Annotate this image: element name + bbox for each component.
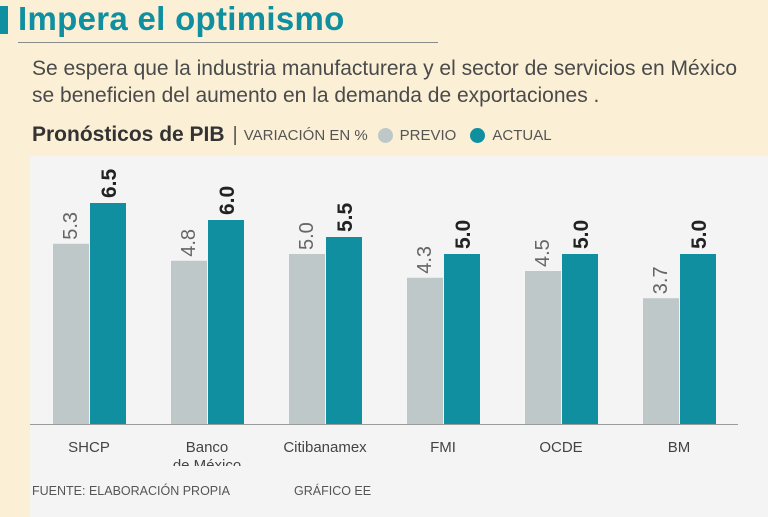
chart-header: Pronósticos de PIB | VARIACIÓN EN % PREV…	[32, 122, 566, 148]
legend-label-previo: PREVIO	[399, 126, 457, 144]
units-label: VARIACIÓN EN %	[243, 126, 368, 144]
x-tick-label: de México	[173, 457, 241, 466]
bar-previo	[407, 277, 443, 424]
chart-panel: 5.3 6.5 SHCP 4.8 6.0 Banco de México 5.0 5.5 Citi…	[30, 156, 768, 517]
legend-item-actual: ACTUAL	[470, 126, 552, 144]
chart-title: Pronósticos de PIB	[32, 123, 225, 146]
header-separator: |	[232, 123, 238, 146]
title-divider	[18, 42, 438, 43]
data-label-previo: 4.8	[178, 229, 200, 257]
data-label-actual: 5.0	[688, 220, 711, 249]
bar-actual	[90, 203, 126, 424]
data-label-previo: 4.3	[414, 246, 436, 274]
credit-note: GRÁFICO EE	[294, 484, 372, 498]
legend-swatch-actual	[470, 127, 486, 143]
bar-actual	[444, 254, 480, 424]
legend-swatch-previo	[377, 127, 393, 143]
bar-previo	[525, 271, 561, 424]
data-label-previo: 5.3	[60, 212, 82, 240]
title-accent-bar	[0, 6, 8, 34]
bar-actual	[208, 220, 244, 424]
data-label-actual: 6.0	[216, 186, 239, 215]
bar-previo	[643, 298, 679, 424]
x-tick-label: Banco	[186, 439, 229, 456]
data-label-actual: 5.0	[452, 220, 475, 249]
x-tick-label: FMI	[430, 439, 456, 456]
bar-actual	[562, 254, 598, 424]
x-tick-label: SHCP	[68, 439, 110, 456]
x-tick-label: OCDE	[539, 439, 582, 456]
data-label-previo: 5.0	[296, 222, 318, 250]
x-tick-label: BM	[668, 439, 691, 456]
data-label-actual: 5.5	[334, 202, 357, 232]
page-subtitle: Se espera que la industria manufacturera…	[32, 57, 738, 107]
data-label-actual: 6.5	[98, 168, 121, 198]
legend-label-actual: ACTUAL	[492, 126, 552, 144]
data-label-previo: 4.5	[532, 239, 554, 267]
data-label-previo: 3.7	[650, 266, 672, 294]
bar-previo	[289, 254, 325, 424]
legend-item-previo: PREVIO	[377, 126, 457, 144]
x-tick-label: Citibanamex	[283, 439, 367, 456]
page-title: Impera el optimismo	[18, 0, 345, 37]
bar-previo	[53, 243, 89, 424]
bar-actual	[680, 254, 716, 424]
source-note: FUENTE: ELABORACIÓN PROPIA	[32, 484, 230, 498]
data-label-actual: 5.0	[570, 220, 593, 249]
bar-previo	[171, 260, 207, 424]
bar-actual	[326, 237, 362, 424]
